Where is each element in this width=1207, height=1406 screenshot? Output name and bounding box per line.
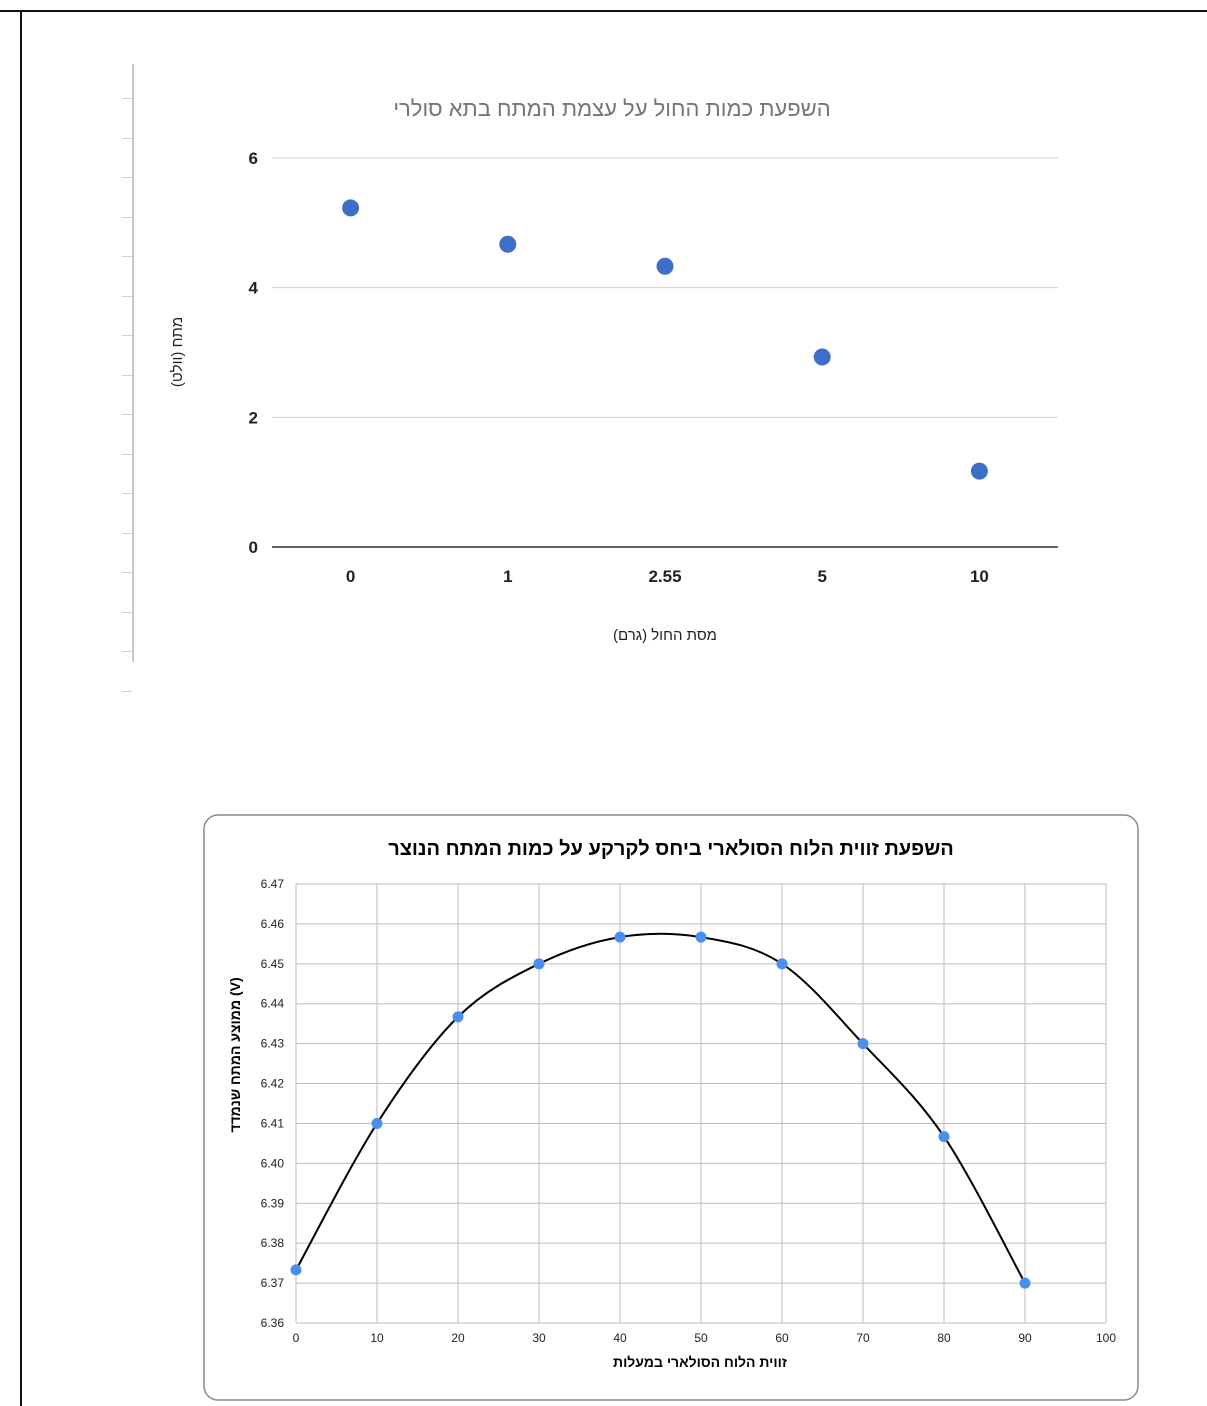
ruler-tick <box>122 216 132 218</box>
chart2-x-tick-label: 80 <box>937 1331 951 1345</box>
page-frame-left <box>20 10 22 1406</box>
ruler-tick <box>122 611 132 613</box>
chart2-data-point <box>290 1264 302 1276</box>
chart1-title: השפעת כמות החול על עצמת המתח בתא סולרי <box>393 96 830 121</box>
chart2-y-tick-label: 6.43 <box>261 1037 285 1051</box>
chart1-x-tick-label: 5 <box>817 567 826 586</box>
ruler-tick <box>122 374 132 376</box>
chart2-trendline <box>295 932 1026 1284</box>
chart2-x-ticks: 0 10 20 30 40 50 60 70 80 90 100 <box>293 1331 1117 1345</box>
chart2-data-point <box>695 931 707 943</box>
chart1-x-axis-label: מסת החול (גרם) <box>613 627 717 644</box>
chart2-y-tick-label: 6.47 <box>261 877 285 891</box>
chart1-x-ticks: 0 1 2.55 5 10 <box>346 567 989 586</box>
chart2-data-point <box>371 1117 383 1129</box>
chart2-border <box>203 814 1139 1401</box>
ruler-tick <box>122 98 132 99</box>
chart2-y-tick-label: 6.46 <box>261 917 285 931</box>
ruler-tick <box>122 532 132 534</box>
chart1-y-tick-label: 6 <box>249 149 258 168</box>
chart1-data-point <box>813 348 831 366</box>
chart1-y-tick-label: 2 <box>249 408 258 427</box>
chart1-data-point <box>970 462 988 480</box>
chart2-x-tick-label: 40 <box>613 1331 627 1345</box>
chart1-x-tick-label: 1 <box>503 567 512 586</box>
ruler-tick <box>122 335 132 336</box>
chart2-data-point <box>452 1011 464 1023</box>
chart2-y-tick-label: 6.40 <box>261 1156 285 1170</box>
chart1-x-tick-label: 10 <box>970 567 989 586</box>
chart2-points <box>290 931 1031 1289</box>
chart1-data-point <box>499 235 517 253</box>
ruler-tick <box>122 453 132 455</box>
chart2-y-tick-label: 6.45 <box>261 957 285 971</box>
chart2-data-point <box>857 1038 869 1050</box>
chart2-y-tick-label: 6.37 <box>261 1276 285 1290</box>
chart1-y-tick-label: 0 <box>249 538 258 557</box>
chart1-data-point <box>656 257 674 275</box>
chart1-y-ticks: 0 2 4 6 <box>249 149 259 557</box>
chart2-y-tick-label: 6.36 <box>261 1316 285 1330</box>
ruler-tick <box>122 295 132 297</box>
chart2-x-tick-label: 30 <box>532 1331 546 1345</box>
chart2-y-tick-label: 6.44 <box>261 997 285 1011</box>
chart2-x-tick-label: 20 <box>451 1331 465 1345</box>
chart2-x-tick-label: 60 <box>775 1331 789 1345</box>
ruler-tick <box>122 256 132 257</box>
chart1-x-tick-label: 2.55 <box>648 567 681 586</box>
chart1-gridlines <box>272 157 1058 548</box>
chart2-y-tick-label: 6.39 <box>261 1196 285 1210</box>
chart2-data-point <box>938 1131 950 1143</box>
chart2-data-point <box>533 958 545 970</box>
chart2-title: השפעת זווית הלוח הסולארי ביחס לקרקע על כ… <box>388 838 954 860</box>
chart1-points <box>342 199 988 480</box>
chart1-x-tick-label: 0 <box>346 567 355 586</box>
chart2-y-tick-label: 6.41 <box>261 1116 285 1130</box>
chart2-gridlines <box>295 883 1107 1324</box>
chart1-y-axis-label: מתח (וולט) <box>169 317 186 387</box>
chart2-x-tick-label: 10 <box>370 1331 384 1345</box>
ruler-tick <box>122 572 132 573</box>
ruler-tick <box>122 690 132 692</box>
chart1-y-tick-label: 4 <box>249 279 259 298</box>
page-frame-top <box>0 10 1207 12</box>
ruler-tick <box>122 177 132 178</box>
chart2-y-axis-label: ממוצע המתח שנמדד (V) <box>227 977 243 1132</box>
chart2-x-tick-label: 0 <box>293 1331 300 1345</box>
ruler-tick <box>122 651 132 652</box>
chart2-x-tick-label: 70 <box>856 1331 870 1345</box>
chart2-data-point <box>776 958 788 970</box>
ruler-tick <box>122 414 132 415</box>
ruler-tick <box>122 493 132 494</box>
sand-voltage-chart: השפעת כמות החול על עצמת המתח בתא סולרי מ… <box>169 96 1058 644</box>
chart2-y-tick-label: 6.42 <box>261 1077 285 1091</box>
chart2-y-tick-label: 6.38 <box>261 1236 285 1250</box>
chart2-x-tick-label: 50 <box>694 1331 708 1345</box>
ruler-tick <box>122 137 132 139</box>
sidebar-ruler <box>132 64 134 662</box>
chart1-data-point <box>342 199 360 217</box>
chart2-data-point <box>614 931 626 943</box>
chart2-x-tick-label: 90 <box>1018 1331 1032 1345</box>
chart2-y-ticks: 6.36 6.37 6.38 6.39 6.40 6.41 6.42 6.43 6.44 6.45… <box>261 877 285 1330</box>
chart2-data-point <box>1019 1277 1031 1289</box>
chart2-x-axis-label: זווית הלוח הסולארי במעלות <box>613 1354 787 1370</box>
chart2-x-tick-label: 100 <box>1096 1331 1116 1345</box>
